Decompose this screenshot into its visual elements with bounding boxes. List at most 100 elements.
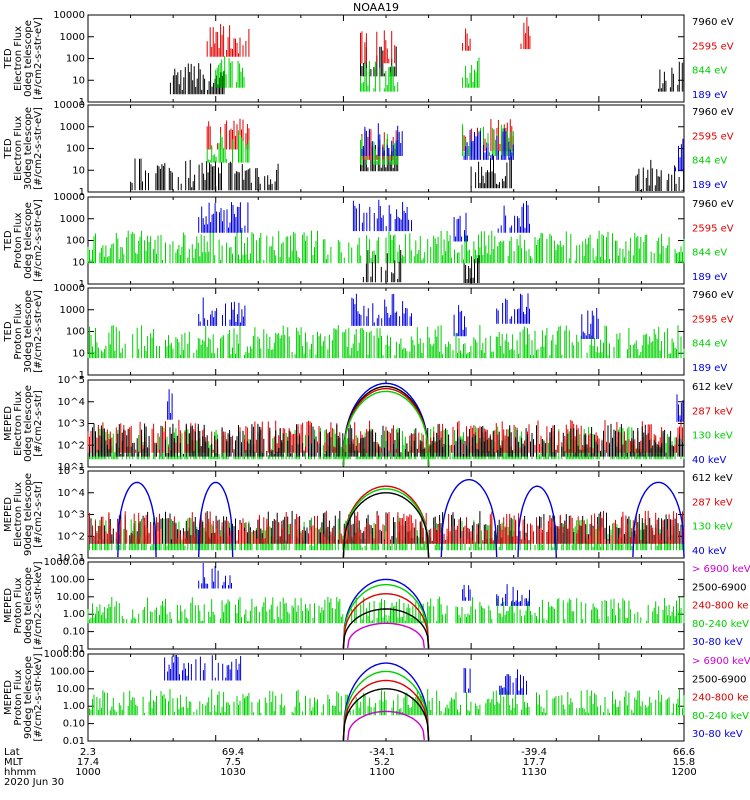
y-axis-label-line: Proton Flux (13, 212, 24, 268)
series-trace (581, 308, 599, 339)
y-tick-label: 1000.00 (44, 557, 85, 568)
panel-5: 10^1 10^2 10^3 10^4 10^5 MEPEDElectron Flux0d… (3, 375, 733, 473)
legend-entry: 130 keV (692, 431, 733, 442)
chart-title: NOAA19 (353, 1, 399, 14)
y-tick-label: 1.00 (63, 701, 85, 712)
series-trace (463, 667, 471, 693)
series-trace (198, 202, 249, 233)
footer-hhmm-value: 1100 (369, 767, 394, 778)
series-trace (87, 596, 685, 624)
legend-entry: 7960 eV (692, 290, 734, 301)
series-trace (362, 250, 402, 283)
y-tick-label: 1 (79, 370, 85, 381)
legend-entry: 2595 eV (692, 131, 734, 142)
series-curve (342, 583, 430, 649)
y-tick-label: 10^5 (58, 375, 85, 386)
series-trace (89, 688, 685, 716)
y-tick-label: 0.10 (63, 719, 85, 730)
footer-hhmm-value: 1130 (521, 767, 546, 778)
footer-hhmm-value: 1000 (75, 767, 100, 778)
panel-8: 0.010.101.0010.00100.001000.00MEPEDProto… (3, 649, 750, 747)
series-trace (635, 159, 685, 191)
y-tick-label: 10^3 (58, 419, 85, 430)
y-axis-label-line: 0deg telescope (23, 385, 34, 462)
y-axis-label: MEPEDProton Flux90deg telescope[#/cm2-s-… (3, 653, 44, 741)
y-tick-label: 0.01 (63, 644, 85, 655)
y-tick-label: 10000 (53, 100, 85, 111)
series-trace (87, 325, 685, 359)
series-trace (462, 57, 480, 88)
footer-lat-value: 2.3 (80, 747, 96, 758)
series-curve (198, 481, 234, 558)
series-curve (632, 481, 685, 558)
y-tick-label: 10.00 (56, 684, 85, 695)
y-tick-label: 1 (79, 279, 85, 290)
series-trace (496, 584, 530, 606)
legend-entry: 80-240 keV (692, 711, 749, 722)
series-trace (360, 46, 397, 77)
series-trace (164, 655, 242, 681)
y-axis-label-line: MEPED (3, 406, 14, 441)
y-axis-label-line: TED (3, 321, 14, 342)
legend-entry: 612 keV (692, 473, 733, 484)
legend-entry: 2595 eV (692, 223, 734, 234)
series-curve (342, 679, 430, 741)
legend-entry: 7960 eV (692, 107, 734, 118)
y-axis-label-line: 0deg telescope (23, 567, 34, 644)
y-axis-label: TEDElectron Flux30deg telescope[#/cm2-s-… (3, 107, 44, 190)
legend-entry: 7960 eV (692, 199, 734, 210)
y-tick-label: 10^4 (58, 488, 85, 499)
legend-entry: 2595 eV (692, 41, 734, 52)
panel-6: 10^1 10^2 10^3 10^4 10^5 MEPEDElectron Flux90… (3, 466, 733, 564)
y-tick-label: 1000 (60, 305, 85, 316)
y-axis-label-line: [#/cm2-s-str] (33, 390, 44, 457)
legend-entry: 7960 eV (692, 17, 734, 28)
legend-entry: 189 eV (692, 90, 727, 101)
y-tick-label: 100 (66, 236, 85, 247)
y-axis-label-line: Proton Flux (13, 577, 24, 633)
y-tick-label: 10^3 (58, 510, 85, 521)
series-curve (440, 479, 498, 558)
legend-entry: 130 keV (692, 522, 733, 533)
y-axis-label: TEDElectron Flux0deg telescope[#/cm2-s-s… (3, 17, 44, 100)
y-axis-label: MEPEDElectron Flux0deg telescope[#/cm2-s… (3, 385, 44, 462)
y-axis-label-line: MEPED (3, 497, 14, 532)
series-curve (342, 592, 430, 649)
series-trace (497, 201, 530, 233)
footer-row-label-mlt: MLT (4, 757, 24, 768)
series-curve (347, 710, 425, 741)
legend-entry: 30-80 keV (692, 637, 743, 648)
panel-4: 1 10 100 1000 10000 TEDProton Flux30deg teles… (3, 283, 734, 381)
series-curve (342, 662, 430, 741)
y-axis-label-line: Proton Flux (13, 669, 24, 725)
y-tick-label: 1000 (60, 122, 85, 133)
legend-entry: 189 eV (692, 272, 727, 283)
y-axis-label-line: Electron Flux (13, 116, 24, 181)
y-tick-label: 0.10 (63, 627, 85, 638)
series-curve (342, 670, 430, 741)
footer-mlt-value: 17.4 (77, 757, 99, 768)
series-trace (462, 584, 471, 601)
series-curve (342, 608, 430, 649)
panel-frame (87, 104, 685, 193)
panel-1: 1 10 100 1000 10000 TEDElectron Flux0deg tele… (3, 10, 734, 108)
series-trace (87, 230, 685, 264)
y-axis-label-line: 90deg telescope (23, 473, 34, 556)
series-trace (215, 56, 245, 88)
y-tick-label: 10000 (53, 10, 85, 21)
y-axis-label: MEPEDElectron Flux90deg telescope[#/cm2-… (3, 473, 44, 556)
legend-entry: 2500-6900 (692, 582, 747, 593)
y-tick-label: 10^4 (58, 397, 85, 408)
series-curve (342, 688, 430, 741)
y-axis-label-line: 90deg telescope (23, 656, 34, 739)
y-tick-label: 10^5 (58, 466, 85, 477)
legend-entry: 844 eV (692, 156, 727, 167)
y-tick-label: 10^2 (58, 531, 85, 542)
series-trace (658, 59, 685, 92)
series-curve (342, 485, 430, 558)
legend-entry: 844 eV (692, 66, 727, 77)
legend-entry: 240-800 ke (692, 601, 749, 612)
series-trace (496, 293, 530, 324)
legend-entry: 287 keV (692, 497, 733, 508)
